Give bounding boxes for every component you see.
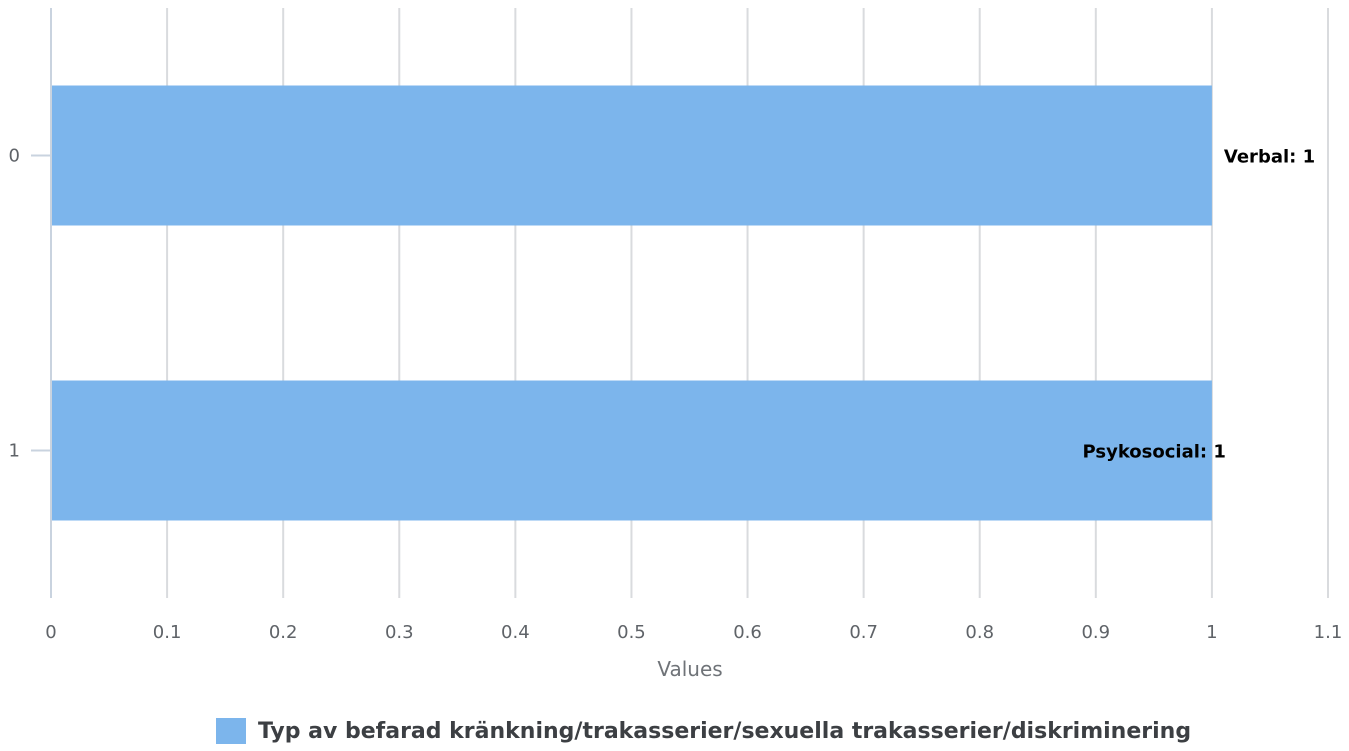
x-tick-label: 0	[45, 622, 56, 643]
x-tick-label: 0.5	[617, 622, 646, 643]
y-tick-label: 0	[9, 146, 20, 167]
y-tick-label: 1	[9, 441, 20, 462]
bar[interactable]	[52, 380, 1212, 521]
axes: 0 0.1 0.2 0.3 0.4 0.5 0.6 0.7 0.8 0.9 1 1.1 0 1	[9, 8, 1343, 643]
x-tick-label: 0.1	[153, 622, 182, 643]
bar[interactable]	[52, 85, 1212, 226]
x-tick-label: 1	[1206, 622, 1217, 643]
legend-swatch	[216, 718, 246, 744]
x-tick-label: 0.9	[1081, 622, 1110, 643]
x-tick-label: 0.4	[501, 622, 530, 643]
x-axis-title: Values	[657, 657, 722, 681]
x-tick-label: 0.2	[269, 622, 298, 643]
data-label: Psykosocial: 1	[1083, 442, 1226, 463]
bars	[52, 85, 1212, 521]
data-labels: Verbal: 1 Psykosocial: 1	[1083, 147, 1316, 463]
legend[interactable]: Typ av befarad kränkning/trakasserier/se…	[216, 718, 1191, 744]
x-tick-label: 0.8	[965, 622, 994, 643]
x-tick-label: 0.3	[385, 622, 414, 643]
legend-label: Typ av befarad kränkning/trakasserier/se…	[258, 718, 1192, 744]
x-tick-label: 0.6	[733, 622, 762, 643]
x-tick-label: 1.1	[1314, 622, 1343, 643]
data-label: Verbal: 1	[1224, 147, 1315, 168]
x-tick-label: 0.7	[849, 622, 878, 643]
